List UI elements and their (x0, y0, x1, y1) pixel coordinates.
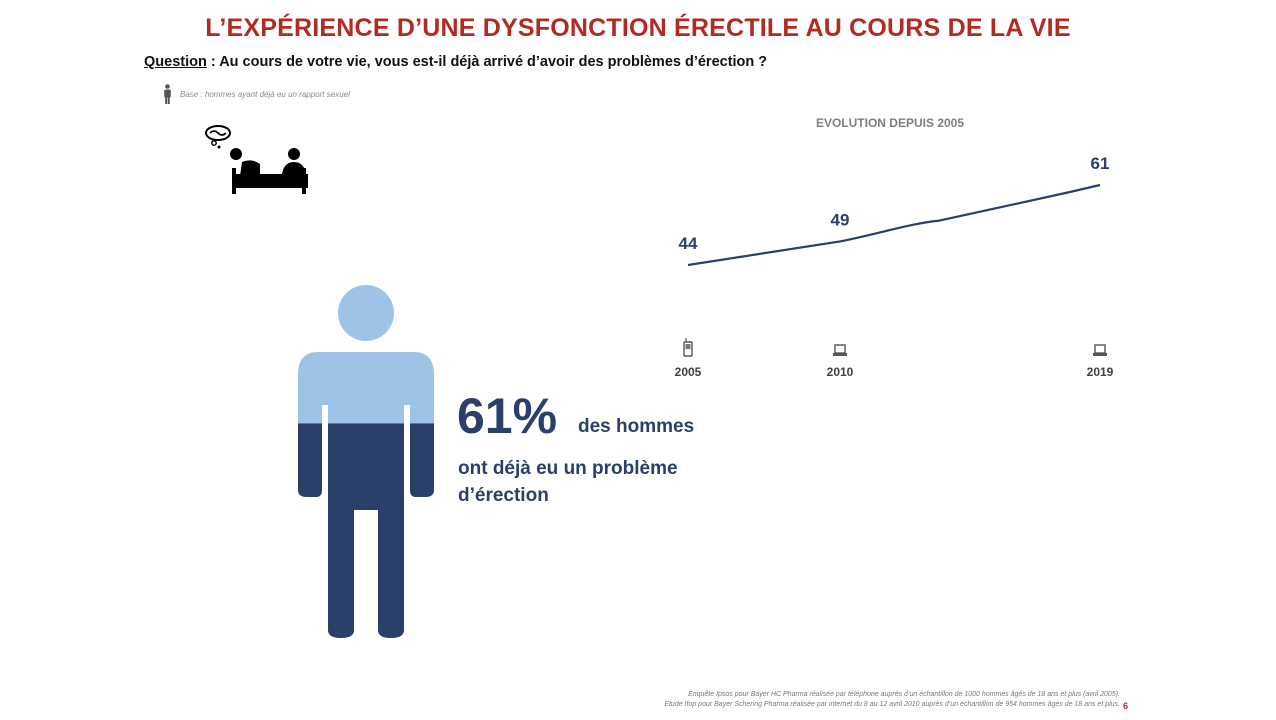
headline-suffix: des hommes (578, 416, 695, 437)
slide-title: L’EXPÉRIENCE D’UNE DYSFONCTION ÉRECTILE … (205, 14, 1071, 42)
question-text: : Au cours de votre vie, vous est-il déj… (206, 54, 768, 70)
laptop-icon (1093, 344, 1107, 356)
footnote-line-2: Etude Ifop pour Bayer Schering Pharma ré… (664, 701, 1120, 708)
person-figure (298, 285, 434, 638)
page-number: 6 (1123, 701, 1129, 711)
data-label-2010: 49 (831, 210, 850, 229)
x-tick-2019: 2019 (1087, 365, 1114, 379)
laptop-icon (833, 344, 847, 356)
person-icon (164, 84, 171, 104)
base-text: Base : hommes ayant déjà eu un rapport s… (180, 89, 350, 99)
data-label-2005: 44 (679, 234, 698, 253)
question-label: Question (144, 54, 207, 70)
survey-question: Question : Au cours de votre vie, vous e… (144, 54, 767, 70)
data-label-2019: 61 (1091, 154, 1110, 173)
footnote: Enquête Ipsos pour Bayer HC Pharma réali… (560, 690, 1120, 710)
mobile-phone-icon (683, 338, 693, 357)
x-tick-2010: 2010 (827, 365, 854, 379)
person-dark-fill (298, 423, 434, 638)
x-tick-2005: 2005 (675, 365, 702, 379)
footnote-line-1: Enquête Ipsos pour Bayer HC Pharma réali… (688, 691, 1120, 698)
series-line (687, 183, 1101, 267)
base-note: Base : hommes ayant déjà eu un rapport s… (163, 84, 350, 104)
chart-title: EVOLUTION DEPUIS 2005 (815, 116, 965, 130)
couple-in-bed-worried-icon (205, 125, 308, 194)
headline-percentage: 61% (457, 388, 558, 444)
headline-caption: ont déjà eu un problème d’érection (458, 458, 678, 506)
evolution-line-chart: 44 2005 49 2010 61 2019 (675, 154, 1114, 379)
